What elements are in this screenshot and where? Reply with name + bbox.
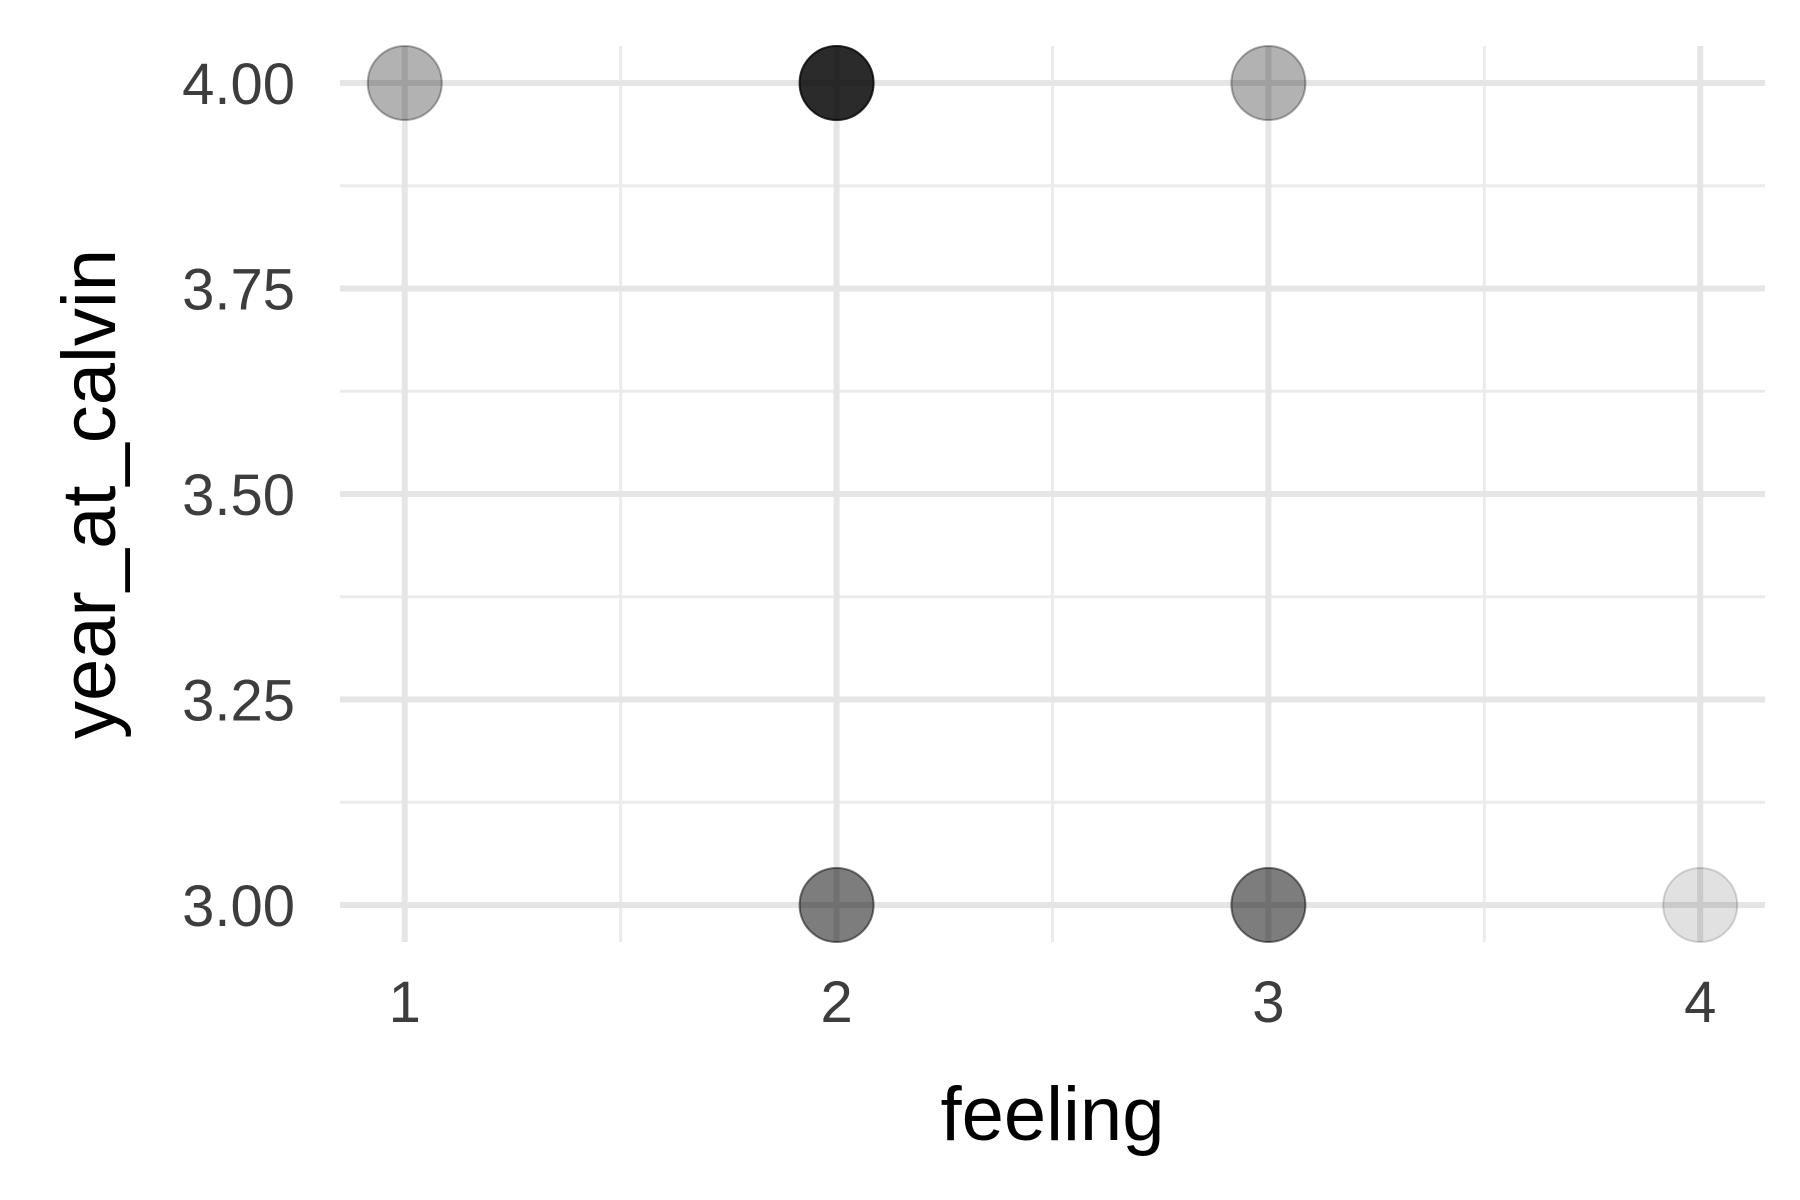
data-point: [366, 44, 443, 121]
y-tick-label: 4.00: [182, 52, 295, 117]
x-tick-label: 4: [1684, 970, 1716, 1035]
y-axis-tick-labels: 3.00 3.25 3.50 3.75 4.00: [182, 52, 295, 939]
y-tick-label: 3.25: [182, 669, 295, 734]
data-points: [366, 44, 1739, 944]
x-axis-tick-labels: 1 2 3 4: [389, 970, 1717, 1035]
x-tick-label: 1: [389, 970, 421, 1035]
data-point: [1662, 867, 1739, 944]
y-tick-label: 3.75: [182, 257, 295, 322]
x-tick-label: 2: [820, 970, 852, 1035]
data-point: [798, 867, 875, 944]
x-tick-label: 3: [1252, 970, 1284, 1035]
major-gridlines: [340, 46, 1765, 942]
minor-gridlines: [340, 46, 1765, 942]
y-tick-label: 3.00: [182, 874, 295, 939]
y-tick-label: 3.50: [182, 463, 295, 528]
x-axis-title: feeling: [941, 1072, 1165, 1157]
y-axis-title: year_at_calvin: [47, 249, 132, 739]
data-point: [798, 44, 875, 121]
data-point: [1230, 44, 1307, 121]
data-point: [1230, 867, 1307, 944]
